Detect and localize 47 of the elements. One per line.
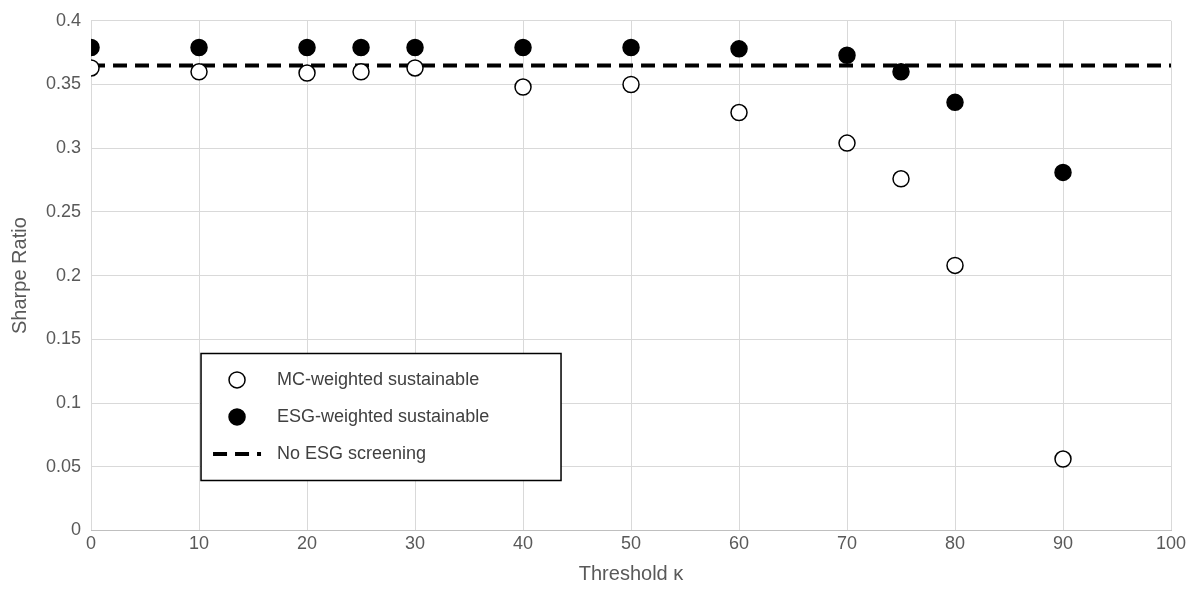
x-axis-title: Threshold κ bbox=[578, 561, 685, 584]
legend-label: ESG-weighted sustainable bbox=[277, 405, 490, 426]
point bbox=[730, 40, 748, 58]
point bbox=[514, 78, 532, 96]
y-tick-label: 0.2 bbox=[56, 264, 82, 285]
legend-label: MC-weighted sustainable bbox=[277, 368, 480, 389]
point bbox=[514, 38, 532, 57]
point bbox=[1054, 163, 1072, 182]
y-tick-label: 0.3 bbox=[56, 137, 82, 158]
point bbox=[298, 38, 316, 57]
point bbox=[838, 134, 856, 152]
y-tick-label: 0.35 bbox=[45, 73, 82, 94]
point bbox=[622, 75, 640, 94]
point bbox=[190, 63, 208, 81]
x-tick-label: 20 bbox=[297, 533, 318, 554]
x-tick-label: 60 bbox=[729, 533, 750, 554]
point bbox=[406, 59, 424, 77]
y-axis-title: Sharpe Ratio bbox=[7, 217, 30, 334]
point bbox=[946, 256, 964, 275]
x-tick-label: 90 bbox=[1052, 533, 1074, 554]
x-tick-label: 80 bbox=[944, 533, 966, 554]
point bbox=[352, 63, 370, 81]
point bbox=[946, 93, 964, 112]
x-tick-label: 0 bbox=[86, 533, 97, 554]
point bbox=[892, 170, 910, 188]
y-tick-label: 0.4 bbox=[56, 9, 82, 30]
point bbox=[892, 63, 910, 81]
y-tick-label: 0.15 bbox=[45, 328, 82, 349]
point bbox=[298, 64, 316, 82]
point bbox=[622, 38, 640, 57]
x-tick-label: 100 bbox=[1155, 533, 1187, 554]
x-tick-label: 40 bbox=[513, 533, 534, 554]
point bbox=[190, 38, 208, 57]
y-tick-label: 0.05 bbox=[45, 455, 82, 476]
point bbox=[406, 38, 424, 57]
x-tick-label: 50 bbox=[621, 533, 642, 554]
point bbox=[838, 46, 856, 64]
y-tick-label: 0.1 bbox=[56, 391, 82, 412]
point bbox=[730, 103, 748, 122]
x-tick-label: 10 bbox=[189, 533, 210, 554]
y-tick-label: 0 bbox=[71, 519, 82, 540]
x-tick-label: 70 bbox=[836, 533, 858, 554]
y-tick-label: 0.25 bbox=[45, 200, 82, 221]
legend-label: No ESG screening bbox=[277, 442, 427, 463]
point bbox=[352, 38, 370, 57]
x-tick-label: 30 bbox=[405, 533, 426, 554]
point bbox=[1054, 450, 1072, 468]
